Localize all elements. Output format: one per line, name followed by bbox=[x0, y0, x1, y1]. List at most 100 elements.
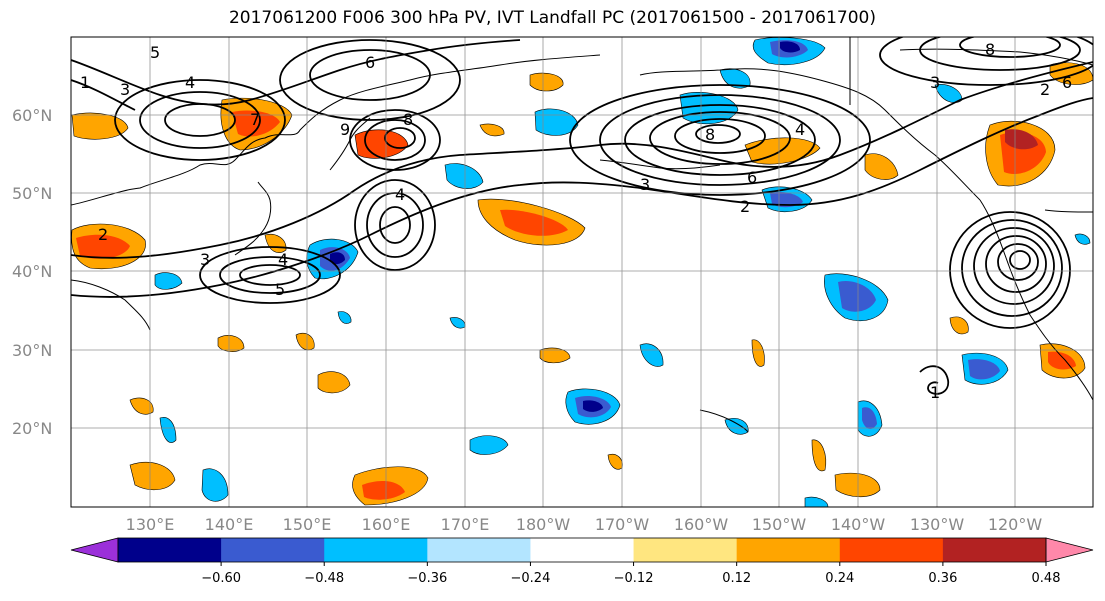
contour-ring bbox=[364, 119, 426, 161]
coastlines bbox=[71, 37, 1093, 433]
contour-label: 7 bbox=[250, 110, 260, 129]
contour-ring bbox=[674, 118, 766, 154]
contour-ring bbox=[139, 91, 261, 149]
coast-china bbox=[71, 279, 151, 331]
colorbar-frame bbox=[117, 537, 1047, 563]
contour-label: 8 bbox=[705, 125, 715, 144]
contour-line bbox=[71, 79, 136, 111]
contour-label: 6 bbox=[747, 168, 757, 187]
colorbar-swatch bbox=[221, 538, 325, 562]
colorbar-tick-label: −0.48 bbox=[304, 571, 344, 586]
contour-label: 3 bbox=[930, 73, 940, 92]
shade-positive bbox=[76, 234, 130, 259]
shade-negative bbox=[583, 400, 603, 412]
lon-label: 170°W bbox=[595, 515, 650, 534]
lat-label: 30°N bbox=[12, 341, 52, 360]
shade-negative bbox=[534, 108, 579, 136]
contour-ring bbox=[279, 39, 461, 121]
colorbar-tick-label: 0.24 bbox=[825, 571, 854, 586]
lat-label: 40°N bbox=[12, 262, 52, 281]
shade-negative bbox=[804, 496, 829, 507]
contour-ring bbox=[973, 227, 1055, 305]
contour-ring bbox=[239, 264, 301, 286]
shade-negative bbox=[862, 407, 877, 429]
colorbar-swatch bbox=[427, 538, 531, 562]
contour-line bbox=[71, 39, 521, 106]
lon-label: 160°W bbox=[674, 515, 729, 534]
shade-positive bbox=[500, 209, 568, 236]
lat-label: 50°N bbox=[12, 184, 52, 203]
contour-label: 3 bbox=[200, 250, 210, 269]
contour-label: 9 bbox=[340, 120, 350, 139]
contour-ring bbox=[354, 179, 436, 271]
shade-negative bbox=[838, 280, 876, 312]
contour-ring bbox=[569, 84, 871, 196]
contour-label: 8 bbox=[403, 110, 413, 129]
shade-positive bbox=[834, 472, 881, 498]
colorbar-tick-label: 0.36 bbox=[928, 571, 957, 586]
contour-ring bbox=[949, 211, 1071, 329]
shade-positive bbox=[295, 332, 315, 351]
coast-asia bbox=[71, 54, 601, 206]
contour-ring bbox=[199, 246, 341, 304]
shade-negative bbox=[780, 41, 800, 53]
lat-axis: 60°N 50°N 40°N 30°N 20°N bbox=[12, 106, 52, 438]
coast-alaska bbox=[639, 68, 981, 201]
plot-area: 5 6 4 3 1 7 9 8 2 4 3 6 4 8 3 2 6 8 2 4 … bbox=[71, 37, 1093, 507]
contour-label: 5 bbox=[275, 280, 285, 299]
contour-label: 1 bbox=[930, 383, 940, 402]
lon-label: 140°E bbox=[205, 515, 254, 534]
coast-border bbox=[849, 37, 1093, 213]
plot-frame bbox=[70, 36, 1094, 508]
coast-canada bbox=[899, 48, 1093, 66]
contour-ring bbox=[959, 37, 1061, 58]
lon-axis: 130°E 140°E 150°E 160°E 170°E 180°W 170°… bbox=[126, 515, 1043, 534]
shade-positive bbox=[864, 153, 899, 180]
shade-positive bbox=[751, 339, 765, 367]
shade-negative bbox=[469, 435, 509, 455]
contour-ring bbox=[164, 103, 236, 137]
shade-positive bbox=[71, 112, 129, 140]
shade-negative bbox=[968, 359, 1000, 380]
coast-westus bbox=[979, 199, 1093, 401]
contour-label: 3 bbox=[120, 80, 130, 99]
contour-ring bbox=[384, 127, 416, 149]
contour-ring bbox=[349, 109, 441, 171]
contour-ring bbox=[985, 235, 1047, 293]
shade-negative bbox=[159, 417, 177, 443]
contour-label: 2 bbox=[740, 197, 750, 216]
coast-japan bbox=[234, 181, 272, 256]
colorbar-tick-label: −0.36 bbox=[407, 571, 447, 586]
coast-hawaii bbox=[699, 409, 749, 433]
contour-ring bbox=[997, 243, 1039, 281]
contour-ring bbox=[379, 206, 411, 244]
contour-label: 2 bbox=[1040, 80, 1050, 99]
shade-positive bbox=[529, 72, 564, 92]
colorbar-extend-low bbox=[70, 537, 119, 563]
graticule bbox=[71, 37, 1093, 507]
shade-positive bbox=[232, 110, 280, 137]
lon-label: 120°W bbox=[988, 515, 1043, 534]
colorbar-swatch bbox=[839, 538, 944, 562]
shade-positive bbox=[362, 480, 405, 500]
contour-ring bbox=[114, 79, 286, 161]
shade-negative bbox=[1074, 233, 1091, 245]
colorbar-swatch bbox=[530, 538, 635, 562]
lon-label: 140°W bbox=[831, 515, 886, 534]
contour-label: 2 bbox=[98, 225, 108, 244]
colorbar-swatch bbox=[942, 538, 1047, 562]
lat-label: 20°N bbox=[12, 419, 52, 438]
contour-ring bbox=[695, 124, 741, 144]
colorbar-extend-high bbox=[1045, 537, 1094, 563]
shade-negative bbox=[154, 272, 183, 290]
shade-positive bbox=[949, 316, 969, 335]
colorbar-tick-label: −0.12 bbox=[614, 571, 654, 586]
contour-ring bbox=[1009, 250, 1031, 270]
shade-negative bbox=[337, 311, 352, 324]
lon-label: 130°E bbox=[126, 515, 175, 534]
contour-ring bbox=[599, 94, 841, 186]
map-title: 2017061200 F006 300 hPa PV, IVT Landfall… bbox=[228, 8, 876, 28]
shade-negative bbox=[444, 163, 484, 189]
contour-ring bbox=[624, 104, 816, 176]
